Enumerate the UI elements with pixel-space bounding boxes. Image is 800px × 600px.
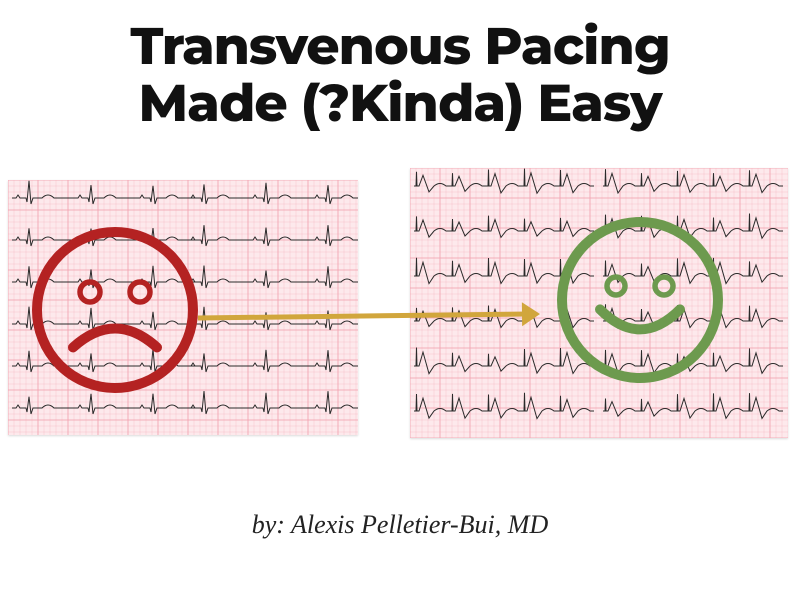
byline: by: Alexis Pelletier-Bui, MD bbox=[0, 510, 800, 540]
title-line-1: Transvenous Pacing bbox=[130, 15, 669, 78]
sad-face-icon bbox=[27, 222, 203, 398]
title-line-2: Made (?Kinda) Easy bbox=[138, 72, 661, 135]
happy-face-icon bbox=[552, 212, 728, 388]
arrow-icon bbox=[180, 302, 558, 330]
page-title: Transvenous Pacing Made (?Kinda) Easy bbox=[0, 0, 800, 132]
byline-text: by: Alexis Pelletier-Bui, MD bbox=[252, 510, 548, 539]
